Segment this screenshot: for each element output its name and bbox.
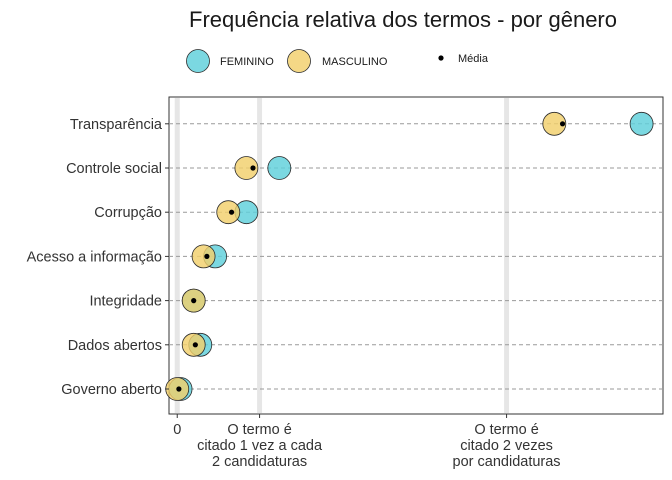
plot-panel [168, 96, 664, 415]
point-media [559, 121, 566, 127]
point-media [228, 209, 235, 215]
reference-lines [174, 98, 510, 413]
legend-key-0 [186, 49, 210, 73]
y-tick-label: Governo aberto [61, 382, 162, 398]
data-points [165, 111, 654, 401]
y-tick-label: Dados abertos [68, 338, 162, 354]
x-tick-label: O termo é citado 2 vezes por candidaturas [453, 422, 561, 470]
point-masculino [191, 244, 216, 269]
x-tick-label: 0 [173, 422, 181, 438]
legend: FEMININO MASCULINO Média [186, 49, 489, 73]
x-tick-label: O termo é citado 1 vez a cada 2 candidatur… [197, 422, 323, 470]
y-tick-label: Controle social [66, 161, 162, 177]
legend-label-1: MASCULINO [322, 56, 388, 68]
y-tick-label: Acesso a informação [27, 249, 162, 265]
point-feminino [629, 111, 654, 136]
legend-key-1 [287, 49, 311, 73]
y-axis-labels: Governo aberto Dados abertos Integridade Ac… [27, 117, 169, 398]
point-feminino [267, 156, 292, 180]
y-tick-label: Integridade [89, 294, 162, 310]
grid-lines [169, 123, 663, 390]
y-tick-label: Corrupção [94, 205, 162, 221]
point-masculino [216, 200, 241, 225]
point-masculino [542, 111, 567, 136]
point-media [192, 342, 198, 348]
point-media [176, 386, 182, 392]
point-media [191, 298, 197, 304]
x-axis-labels: 0 O termo é citado 1 vez a cada 2 candidatu… [173, 414, 561, 470]
point-media [250, 165, 256, 171]
legend-key-2 [438, 55, 444, 61]
point-media [204, 253, 210, 259]
point-masculino [234, 156, 259, 180]
y-tick-label: Transparência [70, 117, 163, 133]
legend-label-2: Média [458, 53, 489, 65]
legend-label-0: FEMININO [220, 56, 274, 68]
chart-title: Frequência relativa dos termos - por gên… [189, 7, 617, 32]
